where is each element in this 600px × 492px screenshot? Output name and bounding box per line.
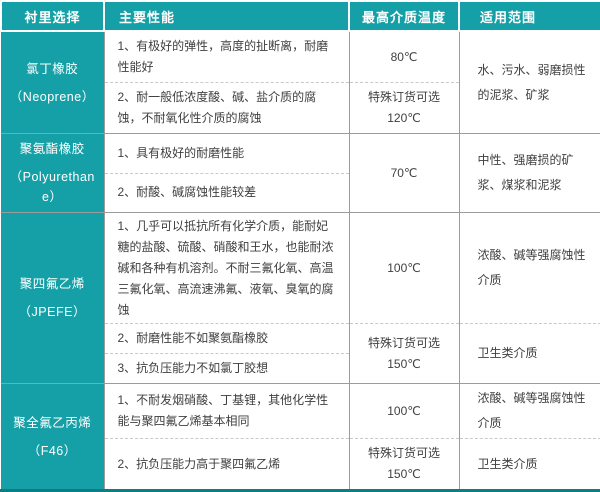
table-row: 2、耐磨性能不如聚氨酯橡胶 特殊订货可选 150℃ 卫生类介质 [1,323,600,384]
performance-cell: 1、几乎可以抵抗所有化学介质，能耐妃糖的盐酸、硫酸、硝酸和王水，也能耐浓碱和各种… [103,212,349,324]
temperature-cell: 特殊订货可选 150℃ [348,323,459,384]
lining-cell-neoprene: 氯丁橡胶 （Neoprene） [1,30,105,134]
lining-name: 聚四氟乙烯 [19,277,85,291]
header-max-temperature: 最高介质温度 [348,0,460,32]
lining-code: （F46） [27,443,77,458]
table-row: 氯丁橡胶 （Neoprene） 1、有极好的弹性，高度的扯断离，耐磨性能好 80… [1,30,600,134]
application-range-cell: 卫生类介质 [458,323,600,384]
temperature-cell: 100℃ [348,383,459,439]
table-row: 2、耐一般低浓度酸、碱、盐介质的腐蚀，不耐氧化性介质的腐蚀 特殊订货可选 120… [1,82,600,134]
temperature-cell: 特殊订货可选 120℃ [348,82,459,134]
temperature-note: 特殊订货可选 [367,90,440,104]
temperature-note: 特殊订货可选 [367,335,440,350]
temperature-cell: 80℃ [348,30,459,83]
lining-cell-f46: 聚全氟乙丙烯 （F46） [1,383,105,489]
header-performance: 主要性能 [103,0,350,32]
temperature-cell: 100℃ [348,212,459,324]
table-row: 聚全氟乙丙烯 （F46） 1、不耐发烟硝酸、丁基锂，其他化学性能与聚四氟乙烯基本… [1,383,600,489]
application-range-cell: 卫生类介质 [458,438,600,489]
performance-cell: 2、耐磨性能不如聚氨酯橡胶 [103,323,349,354]
lining-code: （Polyurethane） [9,170,95,204]
performance-cell: 3、抗负压能力不如氯丁胶想 [103,353,349,384]
performance-cell: 1、不耐发烟硝酸、丁基锂，其他化学性能与聚四氟乙烯基本相同 [103,383,349,439]
table-row: 2、耐酸、碱腐蚀性能较差 [1,172,600,213]
header-lining: 衬里选择 [0,0,105,32]
performance-cell: 1、具有极好的耐磨性能 [103,133,349,173]
application-range-cell: 水、污水、弱磨损性的泥浆、矿浆 [458,30,600,134]
lining-cell-jpefe: 聚四氟乙烯 （JPEFE） [1,212,105,384]
temperature-cell: 70℃ [348,133,459,213]
header-row: 衬里选择 主要性能 最高介质温度 适用范围 [0,0,600,32]
performance-cell: 1、有极好的弹性，高度的扯断离，耐磨性能好 [103,30,349,83]
temperature-value: 150℃ [387,467,421,481]
temperature-note: 特殊订货可选 [367,446,440,460]
table-row: 3、抗负压能力不如氯丁胶想 [1,353,600,384]
lining-code: （JPEFE） [18,305,86,319]
lining-code: （Neoprene） [9,89,95,104]
performance-cell: 2、抗负压能力高于聚四氟乙烯 [103,438,349,489]
application-range-cell: 中性、强磨损的矿浆、煤浆和泥浆 [458,133,600,213]
performance-cell: 2、耐酸、碱腐蚀性能较差 [103,172,349,213]
application-range-cell: 浓酸、碱等强腐蚀性介质 [458,383,600,439]
application-range-cell: 浓酸、碱等强腐蚀性介质 [458,212,600,324]
lining-name: 氯丁橡胶 [26,61,79,76]
temperature-value: 150℃ [387,356,421,371]
lining-name: 聚全氟乙丙烯 [13,415,92,430]
lining-cell-polyurethane: 聚氨酯橡胶 （Polyurethane） [1,133,105,213]
temperature-cell: 特殊订货可选 150℃ [348,438,459,489]
lining-name: 聚氨酯橡胶 [19,142,85,156]
table-row: 聚氨酯橡胶 （Polyurethane） 1、具有极好的耐磨性能 70℃ 中性、… [1,133,600,213]
performance-cell: 2、耐一般低浓度酸、碱、盐介质的腐蚀，不耐氧化性介质的腐蚀 [103,82,349,134]
table-row: 聚四氟乙烯 （JPEFE） 1、几乎可以抵抗所有化学介质，能耐妃糖的盐酸、硫酸、… [1,212,600,384]
temperature-value: 120℃ [387,111,421,125]
header-application-range: 适用范围 [458,0,600,32]
